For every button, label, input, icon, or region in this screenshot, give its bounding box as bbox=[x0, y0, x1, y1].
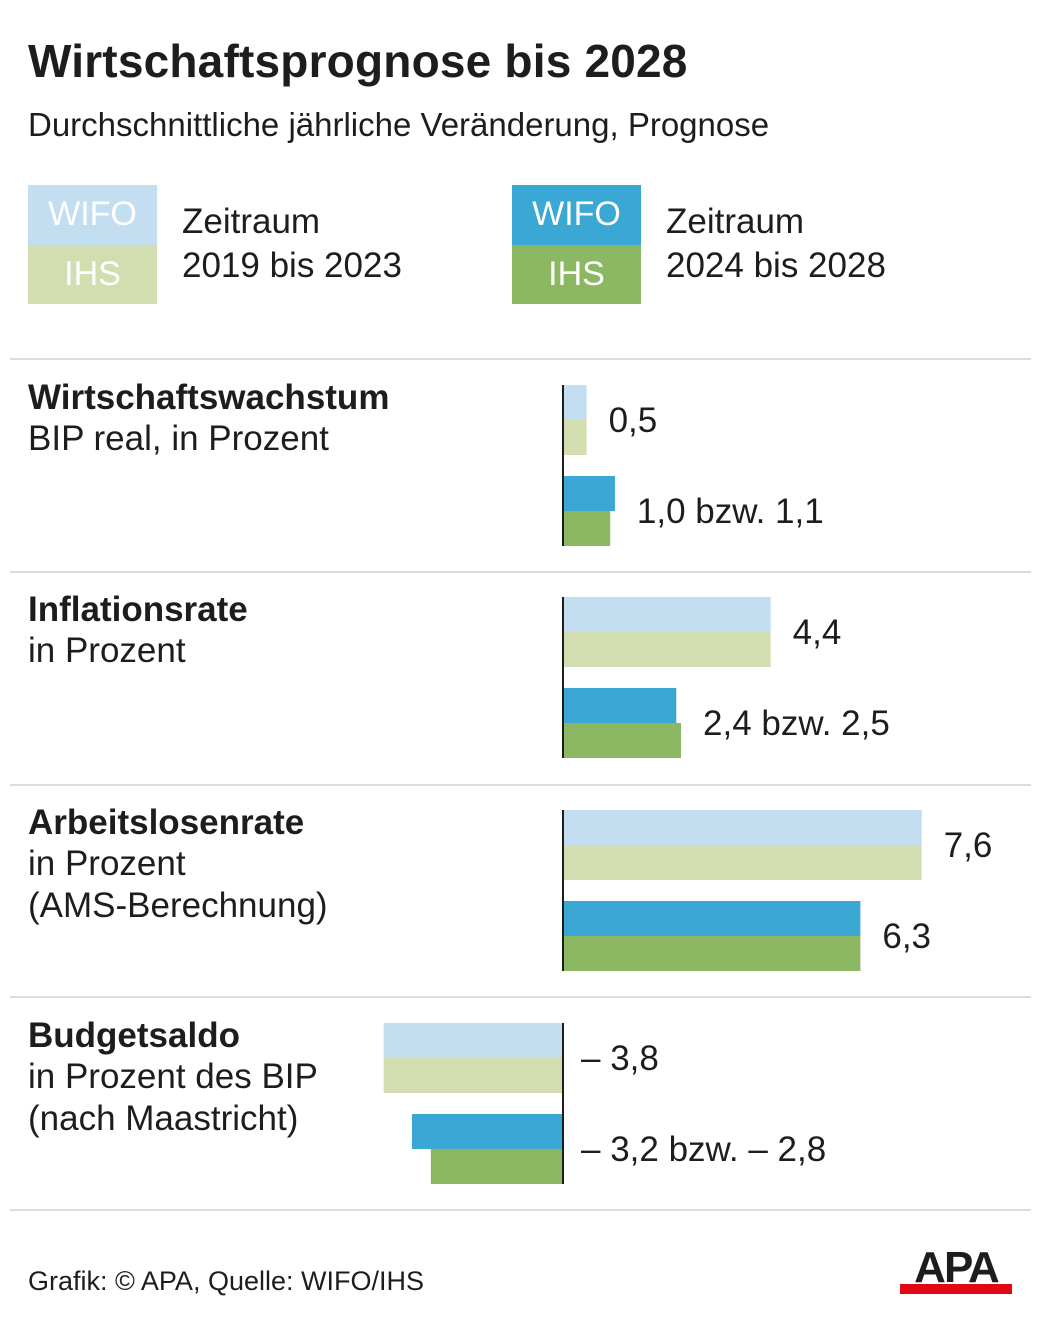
divider bbox=[10, 784, 1031, 786]
data-label-2024-2028: – 3,2 bzw. – 2,8 bbox=[581, 1130, 826, 1169]
row-title-wirtschaftswachstum: Wirtschaftswachstum bbox=[28, 378, 390, 417]
row-subtitle: in Prozent bbox=[28, 844, 186, 883]
data-label-2024-2028: 2,4 bzw. 2,5 bbox=[703, 704, 890, 743]
row-title-arbeitslosenrate: Arbeitslosenrate bbox=[28, 803, 305, 842]
row-subtitle: in Prozent des BIP bbox=[28, 1057, 318, 1096]
legend-text-2019-2023: Zeitraum 2019 bis 2023 bbox=[182, 200, 402, 288]
logo-text: APA bbox=[914, 1244, 999, 1292]
legend-text-line2: 2024 bis 2028 bbox=[666, 246, 886, 285]
bar-wifo-2019-2023 bbox=[383, 1023, 563, 1058]
divider bbox=[10, 996, 1031, 998]
bar-wifo-2019-2023 bbox=[563, 810, 922, 845]
legend-text-line1: Zeitraum bbox=[182, 202, 321, 241]
bar-ihs-2019-2023 bbox=[563, 845, 922, 880]
row-subtitle: (AMS-Berechnung) bbox=[28, 886, 328, 925]
data-label-2019-2023: – 3,8 bbox=[581, 1039, 659, 1078]
bar-wifo-2024-2028 bbox=[411, 1114, 563, 1149]
bar-ihs-2019-2023 bbox=[383, 1058, 563, 1093]
apa-logo: APA bbox=[900, 1244, 1012, 1294]
bar-wifo-2024-2028 bbox=[563, 688, 677, 723]
bar-wifo-2024-2028 bbox=[563, 901, 861, 936]
legend-text-line2: 2019 bis 2023 bbox=[182, 246, 402, 285]
bar-wifo-2024-2028 bbox=[563, 476, 615, 511]
row-title-budgetsaldo: Budgetsaldo bbox=[28, 1016, 240, 1055]
data-label-2019-2023: 7,6 bbox=[944, 826, 993, 865]
divider bbox=[10, 358, 1031, 360]
row-subtitle: (nach Maastricht) bbox=[28, 1099, 299, 1138]
data-label-2019-2023: 4,4 bbox=[793, 613, 842, 652]
legend-text-2024-2028: Zeitraum 2024 bis 2028 bbox=[666, 200, 886, 288]
bar-wifo-2019-2023 bbox=[563, 385, 587, 420]
bar-ihs-2024-2028 bbox=[563, 723, 681, 758]
bar-ihs-2019-2023 bbox=[563, 420, 587, 455]
source-credit: Grafik: © APA, Quelle: WIFO/IHS bbox=[28, 1266, 424, 1296]
chart-title: Wirtschaftsprognose bis 2028 bbox=[28, 35, 688, 87]
divider bbox=[10, 571, 1031, 573]
data-label-2024-2028: 6,3 bbox=[882, 917, 931, 956]
legend-swatch-2024-2028: WIFO IHS bbox=[512, 185, 641, 304]
data-label-2024-2028: 1,0 bzw. 1,1 bbox=[637, 492, 824, 531]
legend-text-line1: Zeitraum bbox=[666, 202, 805, 241]
divider bbox=[10, 1209, 1031, 1211]
bar-wifo-2019-2023 bbox=[563, 597, 771, 632]
legend-wifo-label: WIFO bbox=[28, 185, 157, 245]
data-label-2019-2023: 0,5 bbox=[609, 401, 658, 440]
bar-ihs-2019-2023 bbox=[563, 632, 771, 667]
legend-wifo-label: WIFO bbox=[512, 185, 641, 245]
legend-ihs-label: IHS bbox=[28, 244, 157, 304]
bar-ihs-2024-2028 bbox=[563, 511, 611, 546]
chart-subtitle: Durchschnittliche jährliche Veränderung,… bbox=[28, 106, 770, 143]
legend-swatch-2019-2023: WIFO IHS bbox=[28, 185, 157, 304]
legend-ihs-label: IHS bbox=[512, 244, 641, 304]
row-title-inflationsrate: Inflationsrate bbox=[28, 590, 248, 629]
row-subtitle: in Prozent bbox=[28, 631, 186, 670]
row-subtitle: BIP real, in Prozent bbox=[28, 419, 329, 458]
bar-ihs-2024-2028 bbox=[563, 936, 861, 971]
bar-ihs-2024-2028 bbox=[430, 1149, 563, 1184]
